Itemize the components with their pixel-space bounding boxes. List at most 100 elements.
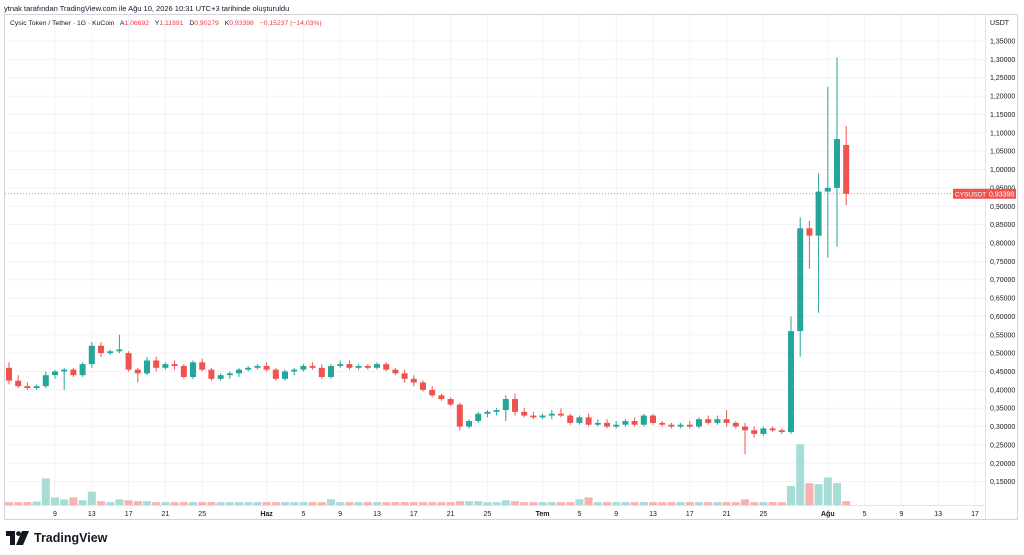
- symbol-legend[interactable]: Cysic Token / Tether · 1G · KuCoin A1,06…: [10, 20, 322, 27]
- candle-body: [254, 365, 261, 368]
- candle-body: [328, 365, 334, 377]
- candle-body: [576, 417, 583, 423]
- candle-body: [42, 375, 49, 387]
- candle-body: [788, 331, 794, 433]
- candle-body: [153, 360, 160, 368]
- candle-body: [760, 428, 767, 434]
- candle-body: [245, 367, 252, 370]
- price-tick-label: 0,60000: [990, 314, 1015, 321]
- volume-bar: [179, 502, 188, 505]
- time-tick-label: 9: [614, 511, 618, 518]
- volume-bar: [152, 502, 161, 505]
- candle-body: [410, 378, 417, 383]
- volume-bar: [833, 483, 841, 505]
- volume-bar: [133, 501, 142, 505]
- candle-body: [217, 375, 224, 379]
- volume-bar: [216, 502, 225, 505]
- candle-body: [199, 362, 206, 370]
- volume-bar: [704, 502, 713, 505]
- volume-bar: [511, 501, 519, 505]
- candle-body: [364, 365, 371, 368]
- candle-body: [705, 419, 712, 423]
- candle-body: [815, 191, 822, 236]
- time-tick-label: 5: [301, 511, 305, 518]
- candle-body: [696, 419, 702, 427]
- candle-body: [594, 422, 601, 425]
- volume-bar: [32, 501, 41, 505]
- candle-body: [475, 413, 482, 422]
- volume-bar: [271, 502, 280, 505]
- price-tick-label: 1,25000: [990, 75, 1015, 82]
- candle-body: [107, 351, 114, 354]
- time-tick-label: 25: [484, 511, 492, 518]
- candle-body: [162, 364, 169, 368]
- high-key: Y: [154, 20, 160, 27]
- candles: [6, 57, 850, 455]
- volume-bar: [281, 502, 289, 505]
- volume-bar: [639, 502, 648, 505]
- price-tick-label: 0,80000: [990, 240, 1015, 247]
- volume-bar: [455, 501, 464, 505]
- candle-body: [226, 373, 233, 376]
- volume-bar: [695, 502, 703, 505]
- volume-bar: [529, 502, 538, 505]
- price-tick-label: 1,10000: [990, 130, 1015, 137]
- low-key: D: [189, 20, 195, 27]
- volume-bar: [235, 502, 243, 505]
- volume-bar: [345, 502, 354, 505]
- volume-bar: [557, 502, 565, 505]
- time-tick-label: Haz: [260, 511, 273, 518]
- volume-bar: [492, 502, 501, 505]
- price-tick-label: 0,90000: [990, 204, 1015, 211]
- time-axis-ticks: 9 13 17 21 25 Haz 5 9 13 17 21 25 Tem 5 9 13 17 21 25 Ağu 5 9…: [53, 511, 979, 518]
- candle-body: [300, 365, 307, 370]
- candle-body: [714, 419, 721, 423]
- candle-body: [383, 364, 390, 370]
- volume-bar: [317, 502, 326, 505]
- volume-bar: [124, 500, 133, 505]
- time-tick-label: 13: [934, 511, 942, 518]
- candle-body: [98, 345, 104, 354]
- candle-body: [567, 415, 574, 423]
- candle-body: [723, 419, 730, 423]
- price-tick-label: 0,25000: [990, 442, 1015, 449]
- candle-body: [521, 411, 528, 416]
- volume-bar: [612, 502, 621, 505]
- price-tick-label: 1,05000: [990, 149, 1015, 156]
- time-tick-label: 21: [447, 511, 455, 518]
- volume-bar: [161, 502, 170, 505]
- candle-body: [236, 369, 242, 374]
- volume-bar: [575, 499, 584, 505]
- candle-body: [272, 369, 279, 379]
- volume-bar: [69, 497, 78, 505]
- volume-bar: [143, 501, 151, 505]
- candle-body: [6, 367, 12, 381]
- time-tick-label: 9: [899, 511, 903, 518]
- candle-body: [171, 364, 178, 366]
- volume-bar: [685, 502, 694, 505]
- tradingview-logo[interactable]: TradingView: [6, 531, 107, 545]
- candle-body: [125, 353, 132, 370]
- candle-body: [79, 364, 86, 376]
- time-tick-label: 17: [971, 511, 979, 518]
- price-tick-label: 0,55000: [990, 332, 1015, 339]
- volume-bar: [603, 502, 611, 505]
- volume-bar: [593, 502, 602, 505]
- volume-bar: [501, 500, 510, 505]
- symbol-title: Cysic Token / Tether · 1G · KuCoin: [10, 20, 115, 27]
- volume-bar: [225, 502, 234, 505]
- candle-body: [337, 364, 344, 366]
- volume-bar: [667, 502, 676, 505]
- currency-label[interactable]: USDT: [990, 20, 1010, 27]
- time-tick-label: 21: [723, 511, 731, 518]
- volume-bar: [750, 502, 759, 505]
- price-tick-label: 0,70000: [990, 277, 1015, 284]
- volume-bar: [428, 502, 437, 505]
- price-axis-ticks: 0,15000 0,20000 0,25000 0,30000 0,35000 0,400…: [990, 39, 1015, 487]
- price-tag-symbol-bg: [953, 188, 986, 199]
- candle-body: [484, 411, 491, 414]
- candle-body: [33, 386, 40, 389]
- candle-body: [558, 413, 564, 416]
- volume-bar: [759, 502, 768, 505]
